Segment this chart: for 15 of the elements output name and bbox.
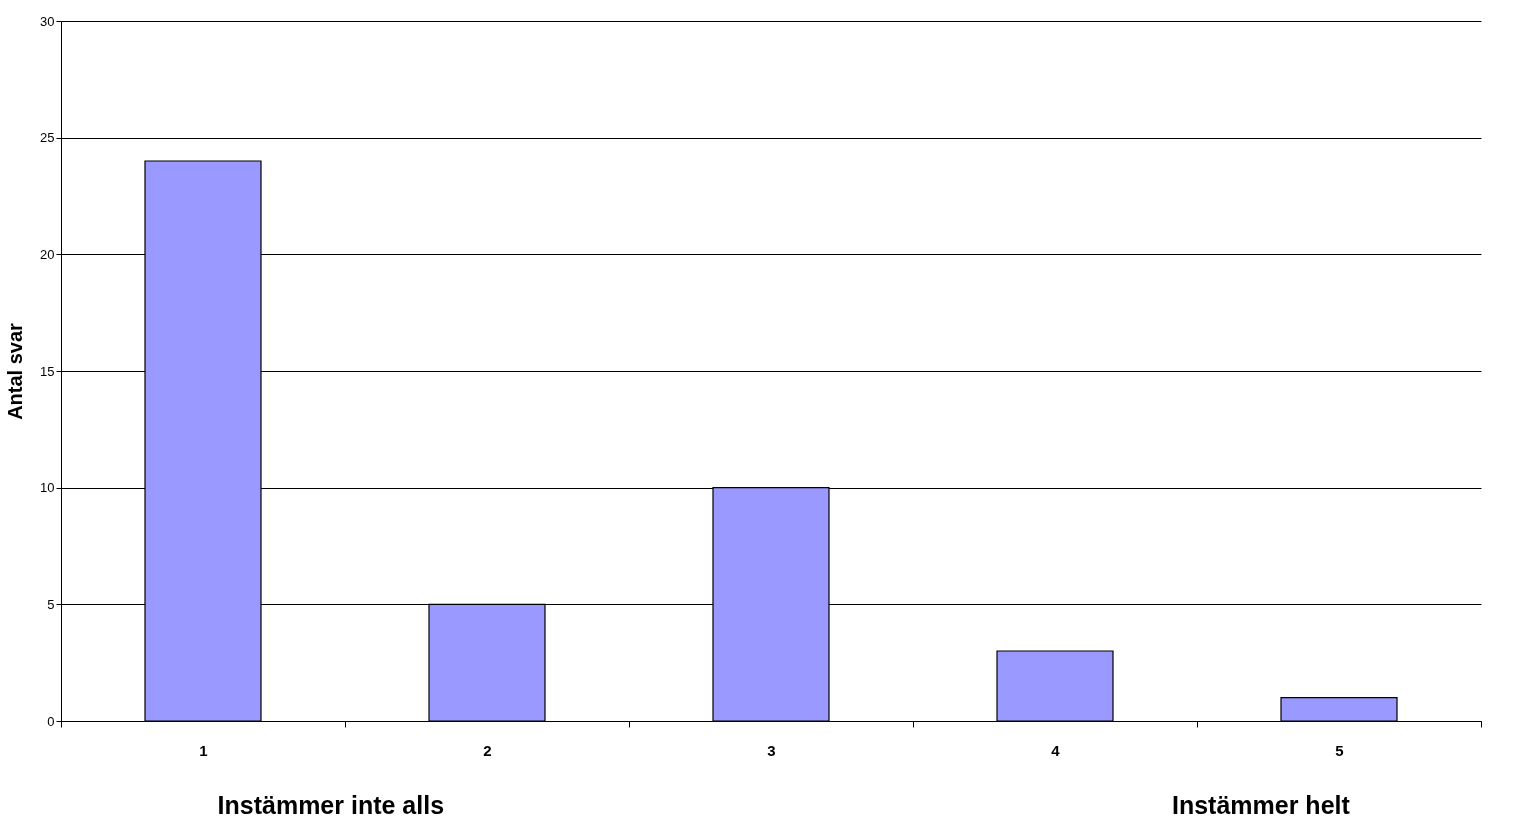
x-tick-label: 5 (1335, 741, 1344, 759)
y-tick-label: 0 (47, 713, 55, 729)
y-tick-label: 30 (40, 13, 55, 29)
y-tick-label: 20 (40, 246, 55, 262)
text: Instämmer inte alls (217, 791, 445, 819)
x-tick-label: 1 (199, 741, 208, 759)
y-axis-title: Antal svar (4, 322, 27, 420)
text: Instämmer helt (1171, 791, 1351, 819)
x-tick-label: 2 (483, 741, 492, 759)
x-tick-label: 4 (1051, 741, 1061, 759)
x-tick-label: 3 (767, 741, 776, 759)
y-tick-label: 5 (47, 596, 55, 612)
y-tick-label: 15 (40, 363, 55, 379)
y-tick-label: 10 (40, 480, 55, 496)
y-tick-label: 25 (40, 130, 55, 146)
